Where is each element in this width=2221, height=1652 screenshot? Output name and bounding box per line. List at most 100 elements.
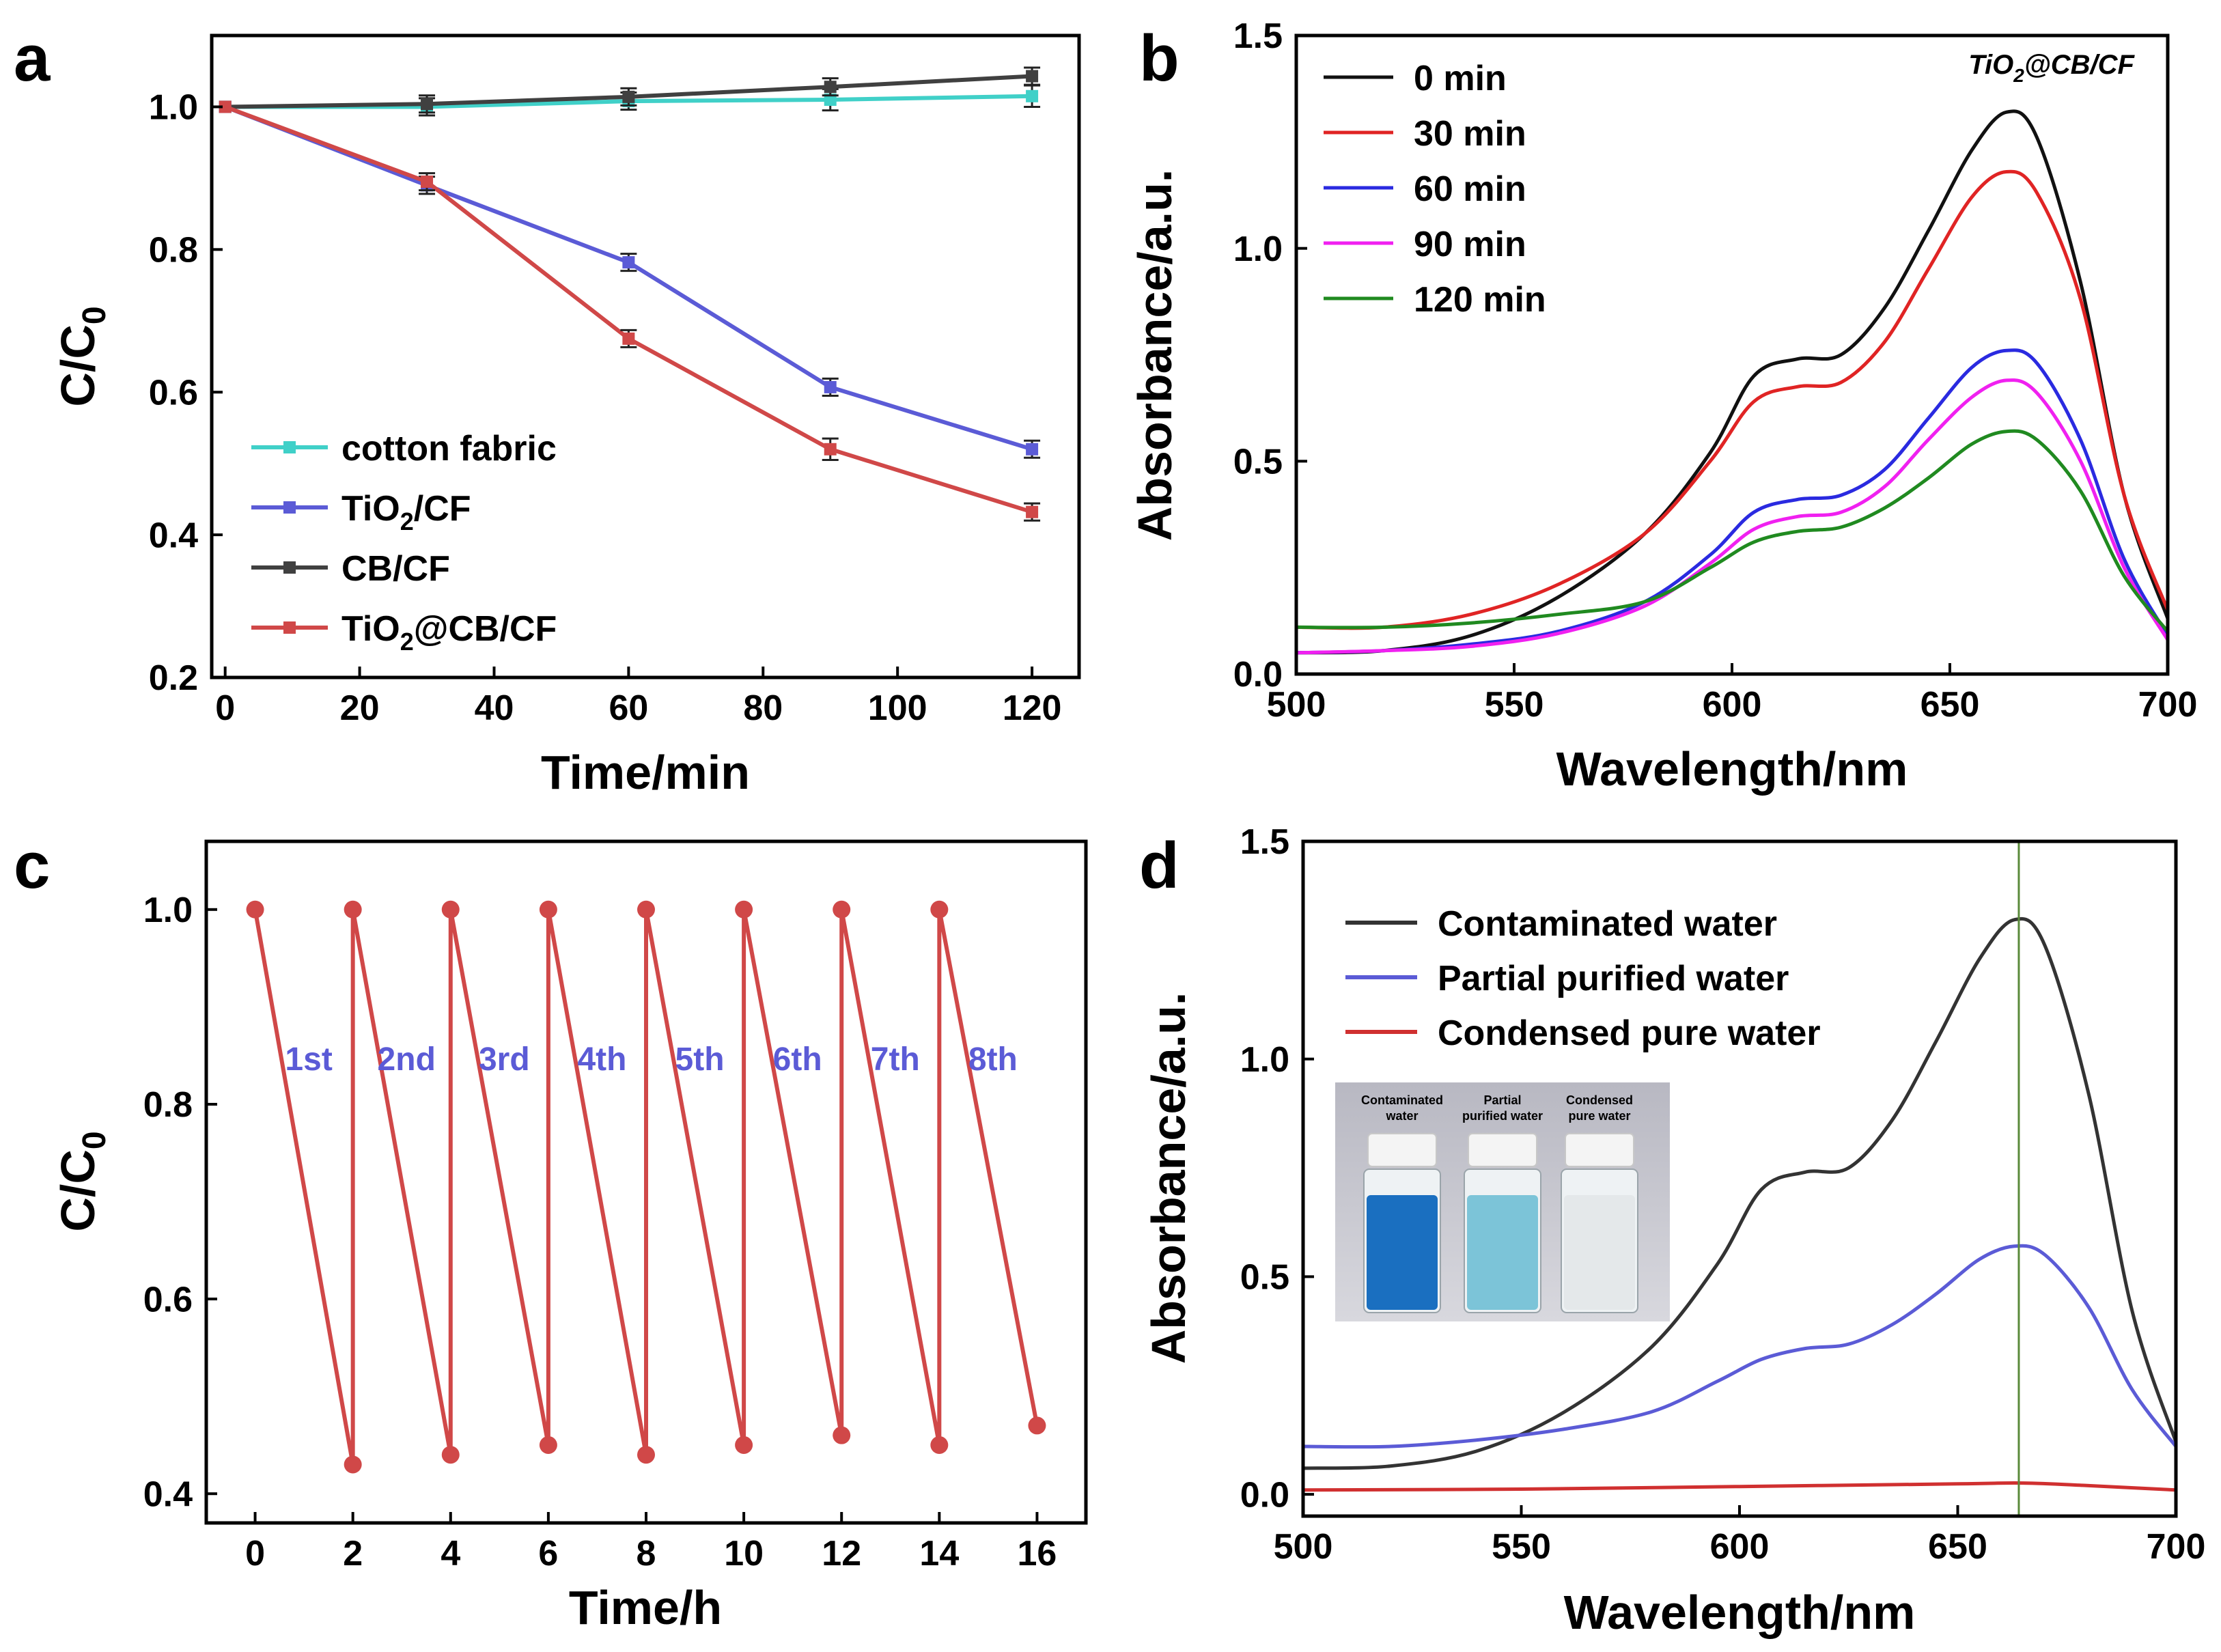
legend-label-Partial purified water: Partial purified water [1438, 959, 1789, 998]
c-x-tick-label: 10 [724, 1534, 764, 1573]
data-point-TiO2/CF [824, 380, 837, 393]
cycle-label: 1st [285, 1041, 332, 1078]
legend-label-90 min: 90 min [1414, 225, 1526, 264]
panel-c-y-axis-title-sub: 0 [76, 1131, 113, 1149]
cycle-data-point [344, 1455, 362, 1474]
spectrum-line-90 min [1296, 378, 2170, 655]
legend-label-120 min: 120 min [1414, 280, 1546, 320]
a-y-tick-label: 0.6 [149, 373, 198, 412]
b-y-tick-label: 0.0 [1233, 655, 1283, 695]
a-x-tick-label: 80 [743, 688, 783, 728]
vial-liquid [1467, 1195, 1538, 1310]
b-x-tick-label: 550 [1485, 685, 1544, 725]
d-x-tick-label: 600 [1710, 1527, 1770, 1567]
cycle-data-point [344, 900, 362, 919]
cycle-data-point [637, 900, 655, 919]
panel-a-x-axis-title: Time/min [541, 746, 750, 799]
b-x-tick-label: 700 [2138, 685, 2198, 725]
data-point-cotton fabric [824, 94, 837, 106]
panel-d-plot-area [1302, 841, 2178, 1516]
panel-b-x-ticks: 500 550 600 650 700 [1267, 663, 2198, 725]
a-x-tick-label: 120 [1003, 688, 1062, 728]
svg-text:C/C0: C/C0 [51, 1131, 113, 1231]
cycle-data-point [441, 900, 460, 919]
a-x-tick-label: 100 [868, 688, 927, 728]
inset-label-3-line-1: Condensed [1566, 1093, 1633, 1107]
inset-vials [1363, 1133, 1638, 1313]
panel-b-annotation-main: TiO [1968, 50, 2013, 80]
c-x-tick-label: 14 [919, 1534, 959, 1573]
c-x-tick-label: 0 [245, 1534, 265, 1573]
data-point-TiO2@CB/CF [421, 176, 434, 188]
a-x-tick-label: 20 [340, 688, 380, 728]
d-x-tick-label: 500 [1274, 1527, 1333, 1567]
a-x-tick-label: 40 [475, 688, 514, 728]
cycle-label: 8th [968, 1041, 1018, 1078]
panel-c-y-axis-title-main: C/C [51, 1149, 104, 1232]
d-x-tick-label: 700 [2147, 1527, 2206, 1567]
cycle-label: 7th [871, 1041, 920, 1078]
cycle-data-point [539, 900, 557, 919]
panel-d-legend: Contaminated water Partial purified water… [1345, 904, 1821, 1053]
legend-label-TiO2@CB/CF: TiO2@CB/CF [341, 609, 557, 656]
cycle-line [253, 909, 1039, 1465]
panel-b-legend: 0 min 30 min 60 min 90 min 120 min [1324, 59, 1546, 320]
vial-liquid [1367, 1195, 1438, 1310]
data-point-TiO2@CB/CF [824, 443, 837, 456]
panel-a-y-ticks: 0.2 0.4 0.6 0.8 1.0 [149, 88, 223, 698]
cycle-data-point [930, 1436, 949, 1454]
cycle-label: 5th [675, 1041, 725, 1078]
legend-marker-TiO2/CF [283, 501, 296, 514]
c-x-tick-label: 6 [538, 1534, 558, 1573]
panel-d-y-ticks: 0.0 0.5 1.0 1.5 [1240, 822, 1314, 1515]
legend-label-Condensed pure water: Condensed pure water [1438, 1013, 1821, 1053]
legend-label-CB/CF: CB/CF [341, 549, 450, 589]
spectrum-line-Contaminated water [1302, 916, 2178, 1470]
panel-d-x-axis-title: Wavelength/nm [1564, 1586, 1916, 1639]
panel-a-plot-area [219, 66, 1041, 522]
panel-d-x-ticks: 500 550 600 650 700 [1274, 1505, 2206, 1567]
data-point-cotton fabric [1026, 89, 1039, 102]
d-y-tick-label: 0.5 [1240, 1258, 1289, 1298]
inset-label-2-line-2: purified water [1462, 1109, 1543, 1123]
spectrum-line-30 min [1296, 169, 2170, 630]
c-y-tick-label: 0.6 [143, 1280, 193, 1319]
data-point-TiO2@CB/CF [622, 332, 635, 345]
panel-a-x-ticks: 0 20 40 60 80 100 120 [215, 667, 1061, 728]
spectrum-line-Condensed pure water [1302, 1481, 2177, 1492]
inset-photo: Contaminated water Partial purified wate… [1335, 1082, 1670, 1321]
legend-label-0 min: 0 min [1414, 59, 1507, 98]
cycle-data-point [246, 900, 264, 919]
legend-marker-cotton fabric [283, 441, 296, 453]
inset-label-2-line-1: Partial [1483, 1093, 1521, 1107]
panel-a-frame [210, 33, 1081, 680]
cycle-label: 3rd [479, 1041, 530, 1078]
panel-a: 0 20 40 60 80 100 120 0.20.40.60.81.0 Time/min… [51, 33, 1081, 799]
legend-label-60 min: 60 min [1414, 169, 1526, 209]
panel-label-a: a [14, 22, 51, 95]
panel-c-y-axis-title: C/C0 [51, 1131, 113, 1231]
b-y-tick-label: 0.5 [1233, 443, 1283, 482]
panel-c: 1st 2nd 3rd 4th 5th 6th 7th 8th 0 2 4 6 8 10 12 14 16 0… [51, 839, 1088, 1634]
legend-label-main: cotton fabric [341, 429, 557, 468]
spectrum-line-120 min [1296, 429, 2169, 633]
panel-label-b: b [1139, 22, 1179, 95]
legend-marker-TiO2@CB/CF [283, 621, 296, 634]
panel-label-c: c [14, 829, 50, 902]
legend-label-main: TiO [341, 489, 400, 529]
data-point-CB/CF [1026, 70, 1039, 83]
legend-label-rest: /CF [414, 489, 471, 529]
data-point-TiO2@CB/CF [1026, 505, 1039, 518]
a-y-tick-label: 0.2 [149, 658, 198, 698]
svg-text:C/C0: C/C0 [51, 306, 113, 406]
panel-c-plot-area: 1st 2nd 3rd 4th 5th 6th 7th 8th [246, 900, 1046, 1474]
cycle-data-point [1028, 1416, 1046, 1435]
cycle-label: 2nd [378, 1041, 436, 1078]
panel-c-x-ticks: 0 2 4 6 8 10 12 14 16 [245, 1512, 1057, 1573]
a-y-tick-label: 0.8 [149, 231, 198, 270]
legend-label-sub: 2 [400, 628, 414, 656]
cycle-label: 4th [577, 1041, 626, 1078]
panel-d-y-axis-title: Absorbance/a.u. [1142, 992, 1195, 1364]
a-x-tick-label: 60 [609, 688, 648, 728]
